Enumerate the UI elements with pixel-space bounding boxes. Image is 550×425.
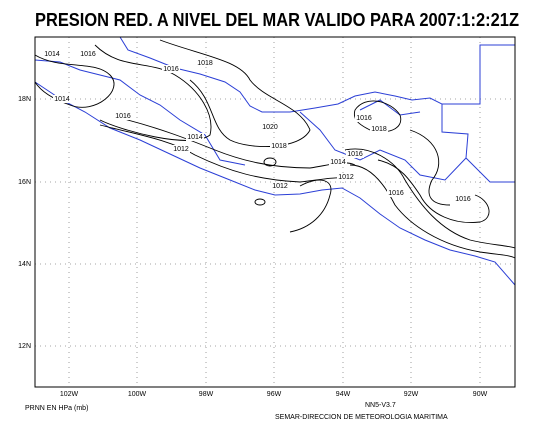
isobar-label: 1018	[271, 143, 287, 150]
label-background	[337, 173, 355, 181]
label-background	[172, 145, 190, 153]
isobar-label: 1014	[44, 51, 60, 58]
footer-units: PRNN EN HPa (mb)	[25, 405, 88, 412]
label-background	[370, 125, 388, 133]
isobar-label: 1012	[338, 174, 354, 181]
label-background	[79, 50, 97, 58]
isobar-label: 1018	[197, 60, 213, 67]
latitude-label: 12N	[18, 343, 31, 350]
label-background	[114, 112, 132, 120]
isobar	[344, 148, 516, 249]
isobar-label: 1016	[80, 51, 96, 58]
isobar-label: 1018	[371, 126, 387, 133]
label-background	[271, 182, 289, 190]
coastline	[34, 36, 516, 286]
isobar	[94, 44, 212, 141]
longitude-label: 90W	[473, 391, 488, 398]
label-background	[387, 189, 405, 197]
longitude-label: 92W	[404, 391, 419, 398]
footer-credit: SEMAR-DIRECCION DE METEOROLOGIA MARITIMA	[275, 414, 448, 421]
longitude-label: 98W	[199, 391, 214, 398]
label-background	[43, 50, 61, 58]
isobar	[254, 198, 266, 206]
longitude-label: 102W	[60, 391, 79, 398]
longitude-label: 100W	[128, 391, 147, 398]
label-background	[454, 195, 472, 203]
isobar-label: 1014	[330, 159, 346, 166]
latitude-label: 18N	[18, 96, 31, 103]
map-frame	[34, 36, 516, 388]
isobar-label: 1014	[187, 134, 203, 141]
isobar	[289, 179, 332, 233]
isobar	[409, 129, 451, 206]
isobar-label: 1016	[115, 113, 131, 120]
isobar-label: 1016	[347, 151, 363, 158]
isobar-label: 1014	[54, 96, 70, 103]
label-background	[53, 95, 71, 103]
isobar	[99, 124, 351, 183]
isobar-label: 1020	[262, 124, 278, 131]
isobar	[377, 159, 490, 223]
label-background	[196, 59, 214, 67]
title: PRESION RED. A NIVEL DEL MAR VALIDO PARA…	[35, 10, 519, 30]
isobar-label: 1012	[173, 146, 189, 153]
label-background	[346, 150, 364, 158]
label-background	[355, 114, 373, 122]
caribbean-coast	[465, 157, 515, 183]
label-background	[186, 133, 204, 141]
pacific-coast	[34, 81, 516, 286]
isobar-label: 1012	[272, 183, 288, 190]
isobar	[159, 39, 311, 148]
isobar-label: 1016	[455, 196, 471, 203]
isobar	[263, 157, 277, 167]
isobar	[34, 54, 115, 108]
isobar-label: 1016	[388, 190, 404, 197]
latitude-label: 16N	[18, 179, 31, 186]
label-background	[270, 142, 288, 150]
label-background	[329, 158, 347, 166]
label-background	[162, 65, 180, 73]
latitude-label: 14N	[18, 261, 31, 268]
isobars	[34, 39, 516, 259]
footer-version: NN5-V3.7	[365, 402, 396, 409]
gulf-coast	[119, 36, 469, 159]
longitude-label: 94W	[336, 391, 351, 398]
border	[34, 44, 515, 181]
grid	[35, 37, 515, 387]
label-background	[261, 123, 279, 131]
longitude-label: 96W	[267, 391, 282, 398]
isobar-label: 1016	[163, 66, 179, 73]
isobar-label: 1016	[356, 115, 372, 122]
isobar	[349, 164, 516, 259]
